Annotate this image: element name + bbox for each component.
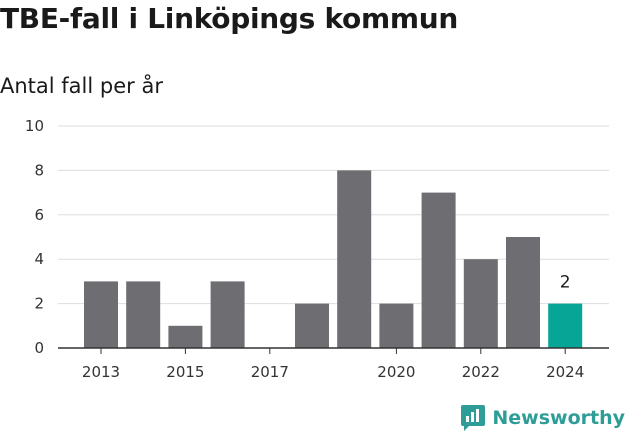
bar-2015 <box>168 325 203 348</box>
y-tick-label: 2 <box>34 295 44 313</box>
bar-2022 <box>463 259 498 348</box>
x-tick-label: 2013 <box>82 363 120 381</box>
bar-2021 <box>421 192 456 348</box>
bar-2016 <box>210 281 245 348</box>
bar-2020 <box>379 303 414 348</box>
chart-title: TBE-fall i Linköpings kommun <box>0 2 458 35</box>
data-label: 2 <box>560 273 571 293</box>
y-tick-label: 4 <box>34 250 44 268</box>
chart-subtitle: Antal fall per år <box>0 74 163 98</box>
bar-2018 <box>295 303 329 348</box>
y-tick-label: 10 <box>25 117 44 135</box>
newsworthy-logo-icon <box>461 405 486 431</box>
bar-2014 <box>126 281 161 348</box>
x-tick-label: 2015 <box>166 363 204 381</box>
bar-2013 <box>84 281 118 348</box>
bar-2023 <box>506 237 540 348</box>
bar-2019 <box>337 170 372 348</box>
y-tick-label: 8 <box>34 161 44 179</box>
x-tick-label: 2020 <box>377 363 415 381</box>
x-tick-label: 2024 <box>546 363 584 381</box>
y-tick-label: 6 <box>34 206 44 224</box>
brand-logo[interactable]: Newsworthy <box>460 404 625 432</box>
x-tick-label: 2017 <box>251 363 289 381</box>
brand-name: Newsworthy <box>492 407 625 429</box>
x-tick-label: 2022 <box>462 363 500 381</box>
y-tick-label: 0 <box>34 339 44 357</box>
bar-2024 <box>548 303 583 348</box>
